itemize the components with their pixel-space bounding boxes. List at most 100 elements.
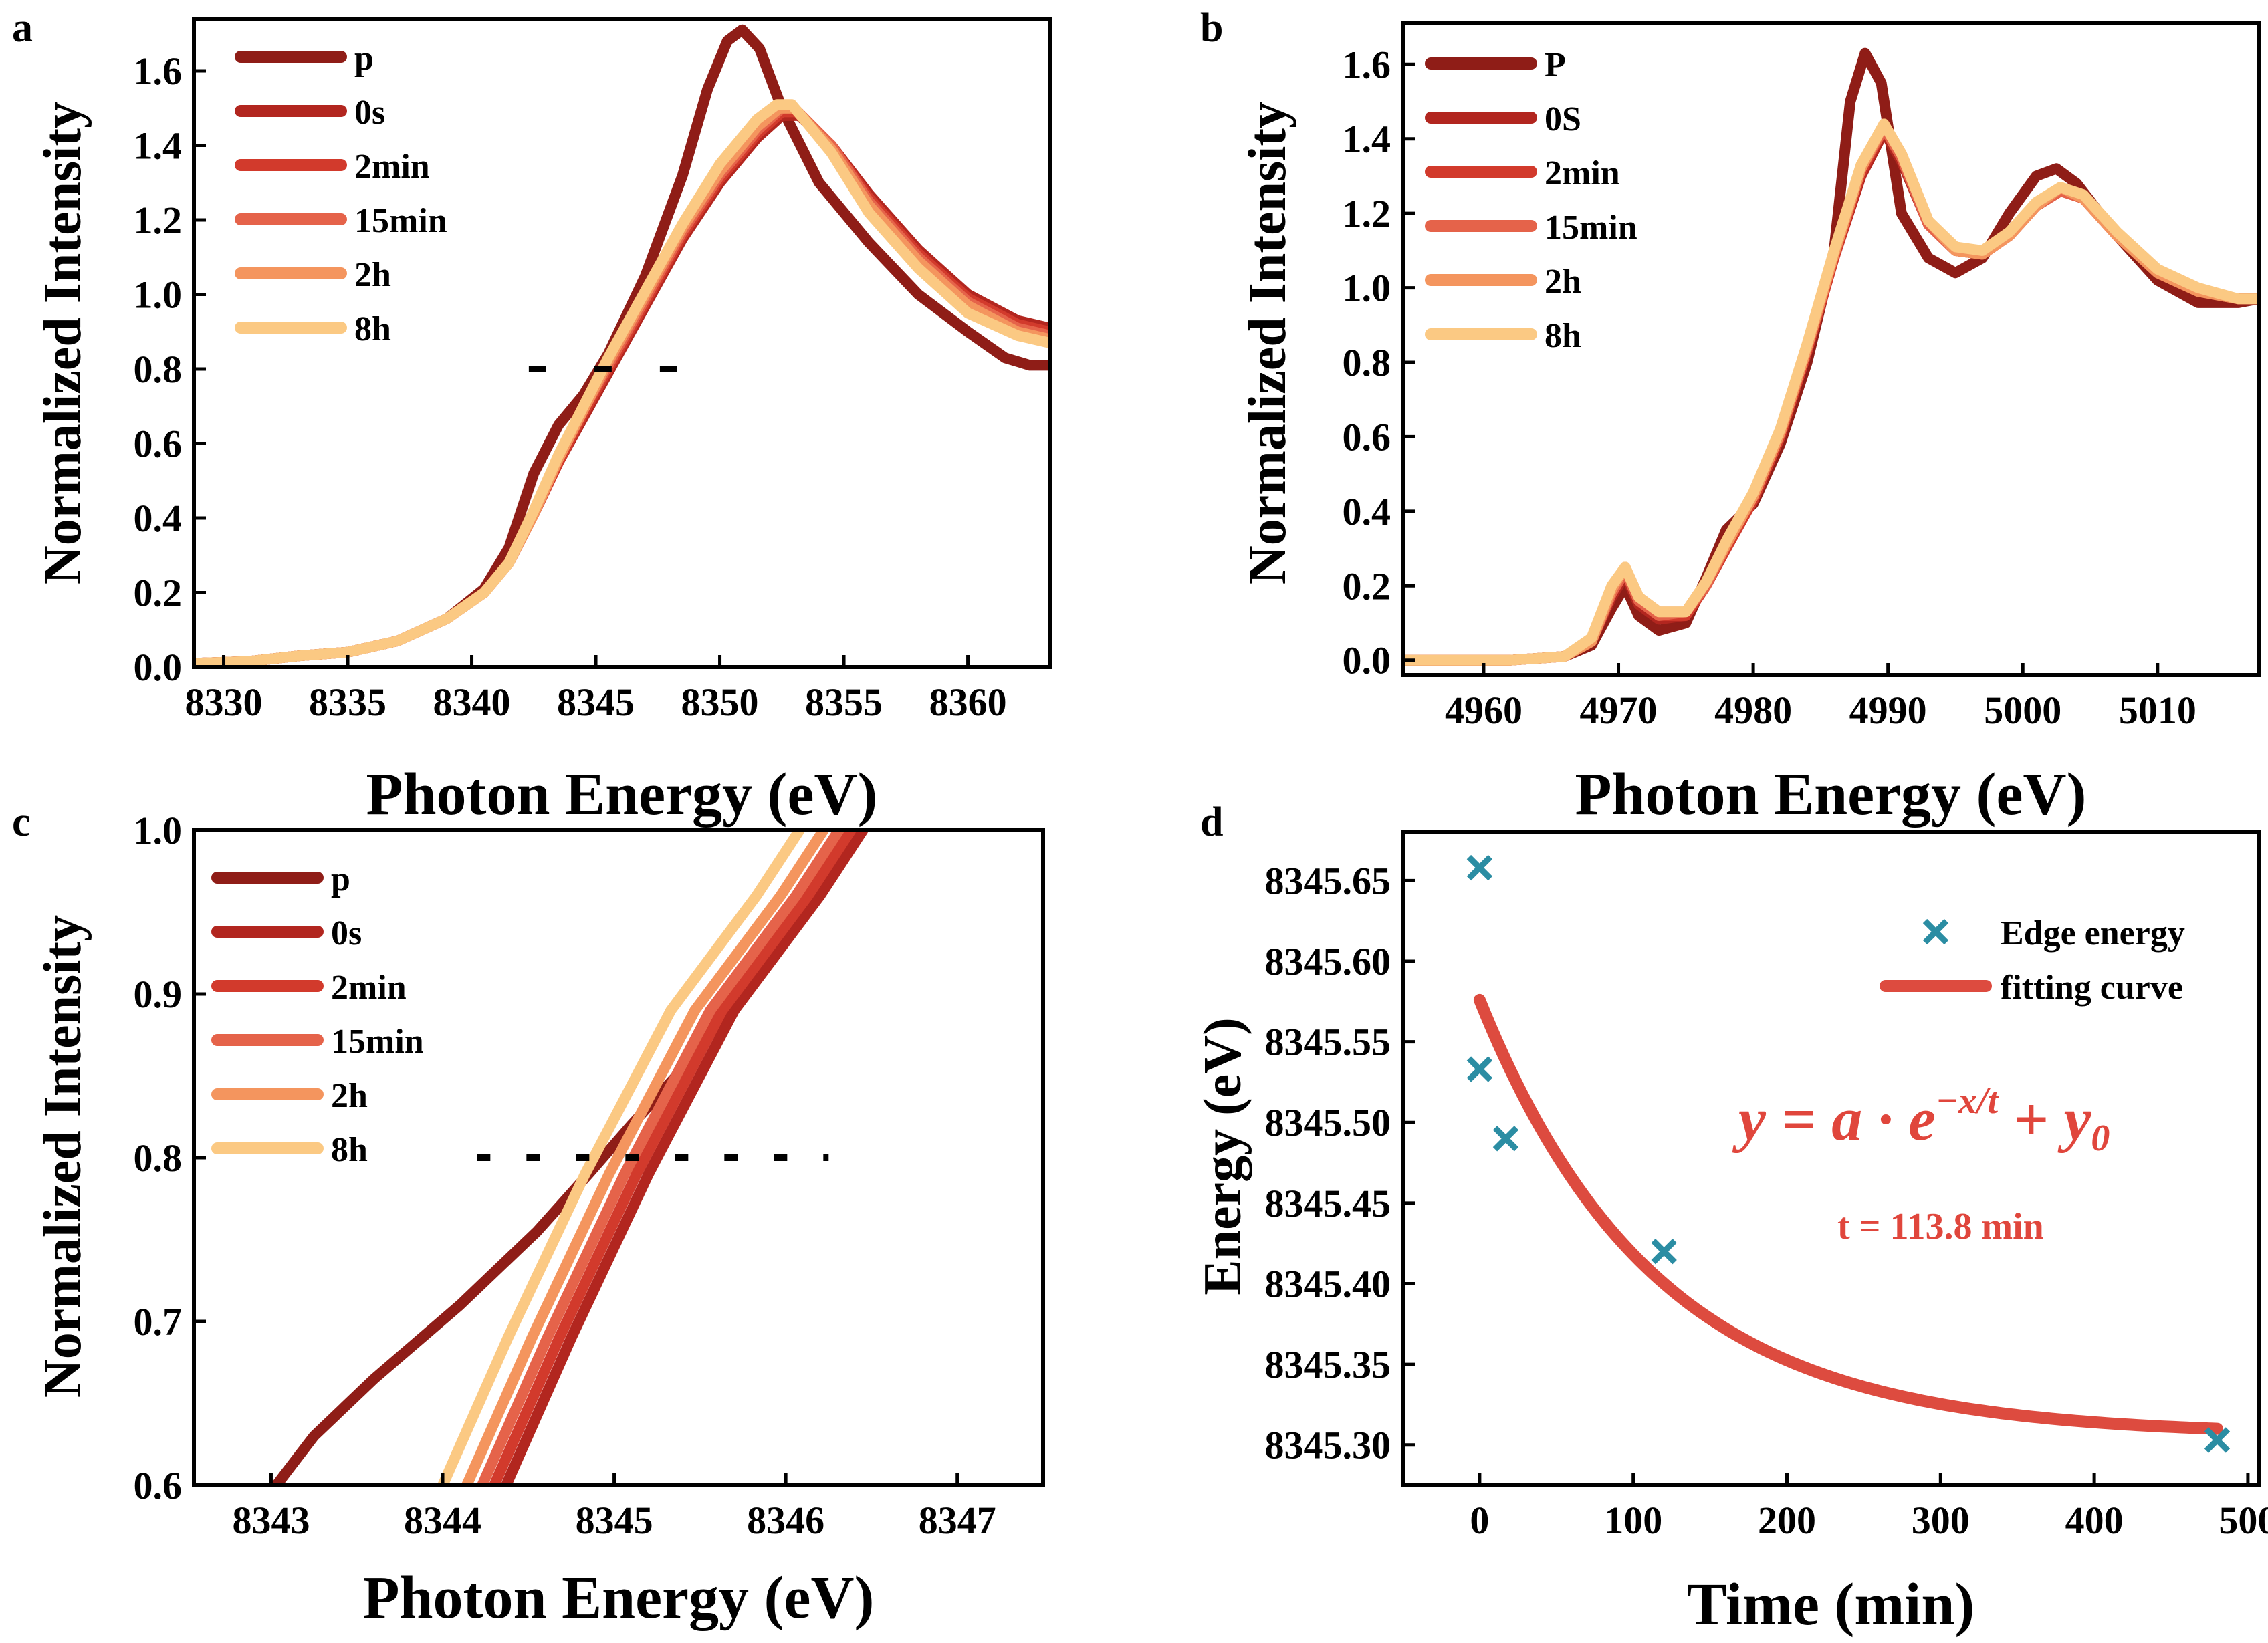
panel-b-frame bbox=[1401, 21, 2261, 677]
panel-a-ytick-label: 1.2 bbox=[134, 199, 183, 242]
panel-b-ytick-label: 0.0 bbox=[1343, 639, 1391, 682]
panel-c-xtick-label: 8344 bbox=[404, 1499, 481, 1542]
panel-c-xlabel: Photon Energy (eV) bbox=[363, 1565, 875, 1631]
panel-d: 0 100 200 300 400 500 8345.30 8345.35 8345.40 834… bbox=[1194, 830, 2268, 1638]
panel-a-legend-label: 2h bbox=[354, 256, 391, 294]
panel-a-ytick-label: 1.6 bbox=[134, 49, 183, 93]
panel-b-series-2h bbox=[1403, 118, 2259, 666]
panel-d-frame bbox=[1401, 830, 2261, 1487]
panel-b-xtick-label: 5010 bbox=[2119, 688, 2196, 732]
panel-a-legend-label: 8h bbox=[354, 310, 391, 348]
panel-a-ytick-label: 0.4 bbox=[134, 497, 183, 540]
panel-a-ytick-label: 0.0 bbox=[134, 646, 183, 689]
panel-c-ytick-label: 0.9 bbox=[134, 973, 183, 1016]
panel-a-ylabel: Normalized Intensity bbox=[33, 102, 92, 584]
panel-b-ytick-label: 0.8 bbox=[1343, 341, 1391, 384]
panel-a-xtick-label: 8355 bbox=[805, 680, 883, 724]
panel-d-xtick-label: 400 bbox=[2065, 1499, 2124, 1542]
panel-c-series-15min bbox=[477, 830, 844, 1485]
panel-a-xtick-label: 8345 bbox=[557, 680, 635, 724]
panel-a-xtick-label: 8335 bbox=[309, 680, 386, 724]
panel-d-xtick-label: 0 bbox=[1470, 1499, 1489, 1542]
panel-b-legend-label: 2min bbox=[1545, 154, 1620, 193]
panel-b-series-2min bbox=[1403, 122, 2259, 666]
panel-c-xtick-label: 8343 bbox=[232, 1499, 310, 1542]
panel-a-legend-label: p bbox=[354, 39, 374, 78]
panel-b-legend-label: 2h bbox=[1545, 263, 1581, 301]
panel-b-legend-label: 15min bbox=[1545, 209, 1637, 247]
panel-b-xtick-label: 4970 bbox=[1580, 688, 1658, 732]
panel-a-frame bbox=[192, 17, 1052, 669]
panel-a-ytick-label: 0.2 bbox=[134, 572, 183, 615]
panel-d-xtick-label: 300 bbox=[1912, 1499, 1970, 1542]
panel-c-xtick-label: 8347 bbox=[919, 1499, 996, 1542]
panel-a-ytick-label: 0.6 bbox=[134, 422, 183, 466]
panel-b-ytick-label: 1.6 bbox=[1343, 43, 1391, 86]
panel-b-xtick-label: 4990 bbox=[1849, 688, 1927, 732]
panel-a-ytick-label: 1.4 bbox=[134, 124, 183, 168]
panel-d-ytick-label: 8345.55 bbox=[1265, 1021, 1391, 1064]
panel-a-xtick-label: 8330 bbox=[185, 680, 263, 724]
panel-c-ytick-label: 0.7 bbox=[134, 1300, 183, 1344]
panel-a-xtick-label: 8360 bbox=[929, 680, 1007, 724]
panel-d-legend-marker bbox=[1922, 918, 1949, 945]
panel-c: 8343 8344 8345 8346 8347 0.6 0.7 0.8 0.9 1.0 Phot… bbox=[33, 809, 1045, 1631]
panel-a-xtick-label: 8350 bbox=[681, 680, 759, 724]
panel-a-xlabel: Photon Energy (eV) bbox=[366, 761, 878, 828]
panel-label-c: c bbox=[12, 799, 31, 845]
panel-c-legend-label: p bbox=[331, 860, 350, 898]
panel-b-ytick-label: 0.4 bbox=[1343, 490, 1391, 533]
panel-c-ytick-label: 0.6 bbox=[134, 1464, 183, 1507]
panel-c-legend-label: 2h bbox=[331, 1077, 368, 1115]
panel-c-xtick-label: 8346 bbox=[747, 1499, 824, 1542]
panel-d-equation: y = a · e−x/t + y0 bbox=[1732, 1080, 2110, 1159]
panel-d-ytick-label: 8345.65 bbox=[1265, 859, 1391, 902]
panel-c-ylabel: Normalized Intensity bbox=[33, 915, 92, 1398]
panel-b-legend-label: 0S bbox=[1545, 100, 1581, 138]
panel-d-ytick-label: 8345.50 bbox=[1265, 1101, 1391, 1144]
panel-b-ytick-label: 0.2 bbox=[1343, 564, 1391, 608]
panel-label-d: d bbox=[1200, 799, 1223, 845]
panel-d-edge-energy-point bbox=[1466, 854, 1493, 881]
panel-d-xtick-label: 100 bbox=[1604, 1499, 1662, 1542]
panel-b-xtick-label: 5000 bbox=[1984, 688, 2061, 732]
panel-b-series-15min bbox=[1403, 122, 2259, 666]
panel-b-ytick-label: 1.4 bbox=[1343, 118, 1391, 161]
panel-a-legend-label: 15min bbox=[354, 202, 447, 240]
panel-d-ytick-label: 8345.45 bbox=[1265, 1182, 1391, 1225]
panel-d-ylabel: Energy (eV) bbox=[1194, 1017, 1252, 1295]
panel-b-series-0s bbox=[1403, 126, 2259, 666]
panel-c-xtick-label: 8345 bbox=[576, 1499, 653, 1542]
panel-b-legend-label: 8h bbox=[1545, 317, 1581, 355]
panel-d-ytick-label: 8345.40 bbox=[1265, 1262, 1391, 1305]
panel-c-series-0s bbox=[500, 830, 869, 1485]
panel-b-ytick-label: 0.6 bbox=[1343, 415, 1391, 459]
panel-a-series-8h bbox=[194, 99, 1050, 667]
panel-a-series-0s bbox=[194, 110, 1050, 667]
panel-d-fitting-curve bbox=[1473, 993, 2223, 1435]
panel-c-series-2min bbox=[489, 830, 857, 1485]
panel-a-legend-label: 0s bbox=[354, 94, 385, 132]
panel-b-ylabel: Normalized Intensity bbox=[1238, 102, 1297, 584]
panel-b-xtick-label: 4980 bbox=[1714, 688, 1792, 732]
panel-a-legend-label: 2min bbox=[354, 148, 430, 186]
panel-b-ytick-label: 1.2 bbox=[1343, 192, 1391, 235]
panel-c-legend-label: 15min bbox=[331, 1023, 424, 1061]
panel-a: 8330 8335 8340 8345 8350 8355 8360 0.0 0.2 0.4 0.6… bbox=[33, 17, 1052, 828]
panel-b-xtick-label: 4960 bbox=[1445, 688, 1522, 732]
panel-a-ytick-label: 1.0 bbox=[134, 273, 183, 317]
panel-d-xlabel: Time (min) bbox=[1687, 1571, 1975, 1638]
panel-d-ytick-label: 8345.30 bbox=[1265, 1424, 1391, 1467]
panel-d-xtick-label: 200 bbox=[1758, 1499, 1816, 1542]
panel-a-series-2h bbox=[194, 102, 1050, 667]
panel-d-ytick-label: 8345.60 bbox=[1265, 940, 1391, 983]
panel-c-series-8h bbox=[437, 830, 805, 1485]
panel-d-edge-energy-point bbox=[1466, 1056, 1493, 1082]
panel-c-legend-label: 8h bbox=[331, 1131, 368, 1169]
panel-b-series-p bbox=[1403, 47, 2259, 666]
panel-a-xtick-label: 8340 bbox=[433, 680, 511, 724]
panel-d-edge-energy-point bbox=[2204, 1427, 2231, 1453]
panel-d-xtick-label: 500 bbox=[2219, 1499, 2268, 1542]
panel-b: 4960 4970 4980 4990 5000 5010 0.0 0.2 0.4 0.6 0.8 1… bbox=[1238, 21, 2261, 828]
